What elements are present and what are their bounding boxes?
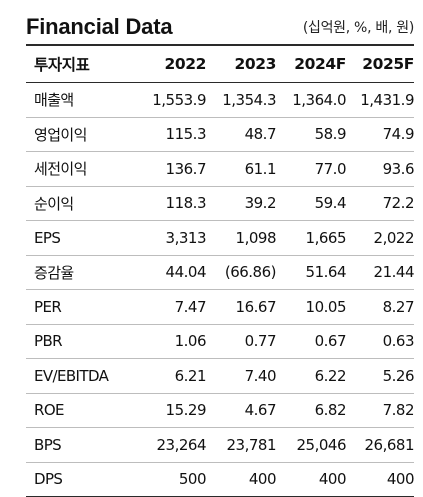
value-cell-2022: 3,313: [136, 220, 207, 256]
value-cell-2024f: 51.64: [276, 255, 347, 290]
row-label: EPS: [26, 220, 136, 256]
table-row: BPS 23,264 23,781 25,046 26,681: [26, 427, 415, 463]
header-row: 투자지표 2022 2023 2024F 2025F: [26, 46, 414, 83]
value-cell-2024f: 1,364.0: [276, 82, 347, 118]
table-body: 매출액 1,553.9 1,354.3 1,364.0 1,431.9 영업이익 115.3…: [26, 82, 415, 497]
value-cell-2025f: 26,681: [346, 427, 415, 463]
value-cell-2022: 136.7: [136, 151, 207, 187]
value-cell-2025f: 21.44: [346, 255, 415, 290]
value-cell-2022: 44.04: [136, 255, 207, 290]
financial-table: 투자지표 2022 2023 2024F 2025F 매출액 1,553.9 1,3…: [26, 46, 415, 497]
table-row: 세전이익 136.7 61.1 77.0 93.6: [26, 151, 415, 187]
row-label: 매출액: [26, 82, 136, 118]
value-cell-2025f: 74.9: [346, 117, 415, 152]
value-cell-2022: 7.47: [136, 289, 207, 325]
value-cell-2025f: 72.2: [346, 186, 415, 221]
value-cell-2022: 1,553.9: [136, 82, 207, 118]
header-cell-2023: 2023: [206, 46, 276, 83]
value-cell-2023: 23,781: [206, 427, 277, 463]
value-cell-2022: 6.21: [136, 358, 207, 394]
table-row: 순이익 118.3 39.2 59.4 72.2: [26, 186, 415, 221]
title-row: Financial Data (십억원, %, 배, 원): [26, 10, 414, 46]
value-cell-2024f: 6.22: [276, 358, 347, 394]
value-cell-2025f: 1,431.9: [346, 82, 415, 118]
table-row: EPS 3,313 1,098 1,665 2,022: [26, 220, 415, 256]
unit-note: (십억원, %, 배, 원): [302, 20, 414, 36]
table-row: 영업이익 115.3 48.7 58.9 74.9: [26, 117, 415, 152]
row-label: 순이익: [26, 186, 136, 221]
value-cell-2025f: 2,022: [346, 220, 415, 256]
value-cell-2023: 1,354.3: [206, 82, 277, 118]
value-cell-2025f: 5.26: [346, 358, 415, 394]
header-cell-metric: 투자지표: [26, 46, 136, 83]
row-label: PER: [26, 289, 136, 325]
value-cell-2024f: 25,046: [276, 427, 347, 463]
value-cell-2024f: 1,665: [276, 220, 347, 256]
value-cell-2025f: 7.82: [346, 393, 415, 428]
value-cell-2025f: 400: [346, 462, 415, 497]
value-cell-2023: 4.67: [206, 393, 277, 428]
value-cell-2025f: 0.63: [346, 324, 415, 359]
value-cell-2023: 39.2: [206, 186, 277, 221]
value-cell-2022: 500: [136, 462, 207, 497]
financial-data-panel: Financial Data (십억원, %, 배, 원) 투자지표 2022 …: [26, 10, 415, 497]
value-cell-2022: 118.3: [136, 186, 207, 221]
value-cell-2022: 23,264: [136, 427, 207, 463]
row-label: DPS: [26, 462, 136, 497]
table-row: PBR 1.06 0.77 0.67 0.63: [26, 324, 415, 359]
value-cell-2024f: 58.9: [276, 117, 347, 152]
value-cell-2022: 15.29: [136, 393, 207, 428]
row-label: 증감율: [26, 255, 136, 290]
value-cell-2024f: 400: [276, 462, 347, 497]
table-row: 매출액 1,553.9 1,354.3 1,364.0 1,431.9: [26, 82, 415, 118]
value-cell-2024f: 59.4: [276, 186, 347, 221]
value-cell-2024f: 10.05: [276, 289, 347, 325]
value-cell-2023: 400: [206, 462, 277, 497]
value-cell-2023: (66.86): [206, 255, 277, 290]
row-label: ROE: [26, 393, 136, 428]
value-cell-2023: 1,098: [206, 220, 277, 256]
value-cell-2025f: 8.27: [346, 289, 415, 325]
row-label: EV/EBITDA: [26, 358, 136, 394]
table-row: ROE 15.29 4.67 6.82 7.82: [26, 393, 415, 428]
value-cell-2023: 16.67: [206, 289, 277, 325]
value-cell-2022: 1.06: [136, 324, 207, 359]
row-label: 영업이익: [26, 117, 136, 152]
row-label: BPS: [26, 427, 136, 463]
value-cell-2023: 7.40: [206, 358, 277, 394]
value-cell-2023: 61.1: [206, 151, 277, 187]
value-cell-2025f: 93.6: [346, 151, 415, 187]
header-cell-2022: 2022: [136, 46, 206, 83]
row-label: PBR: [26, 324, 136, 359]
value-cell-2024f: 6.82: [276, 393, 347, 428]
table-row: 증감율 44.04 (66.86) 51.64 21.44: [26, 255, 415, 290]
value-cell-2023: 48.7: [206, 117, 277, 152]
table-row: PER 7.47 16.67 10.05 8.27: [26, 289, 415, 325]
value-cell-2023: 0.77: [206, 324, 277, 359]
row-label: 세전이익: [26, 151, 136, 187]
table-row: EV/EBITDA 6.21 7.40 6.22 5.26: [26, 358, 415, 394]
table-row: DPS 500 400 400 400: [26, 462, 415, 497]
header-cell-2024f: 2024F: [276, 46, 346, 83]
value-cell-2022: 115.3: [136, 117, 207, 152]
value-cell-2024f: 77.0: [276, 151, 347, 187]
value-cell-2024f: 0.67: [276, 324, 347, 359]
header-cell-2025f: 2025F: [346, 46, 414, 83]
panel-title: Financial Data: [26, 14, 173, 39]
